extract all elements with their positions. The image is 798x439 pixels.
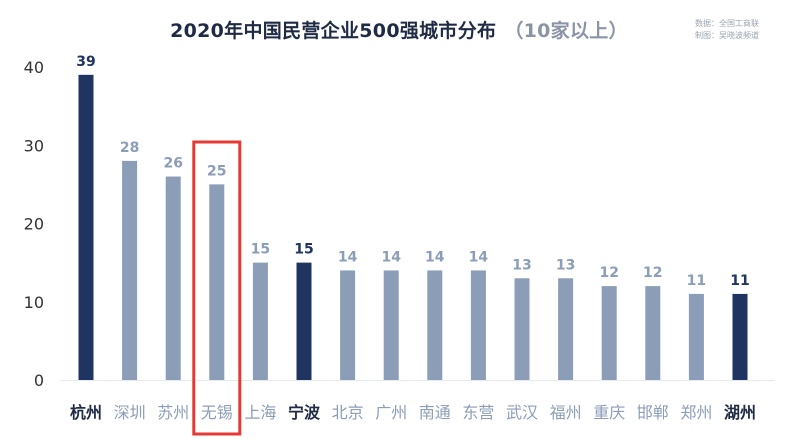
bar	[209, 184, 225, 380]
bar	[601, 286, 617, 380]
data-label: 15	[251, 242, 270, 258]
x-tick-label: 苏州	[157, 403, 189, 422]
data-label: 12	[599, 265, 618, 281]
source-line-credit: 制图：吴晓波频道	[695, 31, 759, 40]
y-tick-label: 0	[34, 371, 44, 390]
x-tick-label: 福州	[550, 403, 582, 422]
data-label: 26	[163, 156, 182, 172]
data-label: 15	[294, 242, 313, 258]
data-label: 28	[120, 140, 139, 156]
data-label: 14	[469, 249, 489, 265]
bar	[470, 270, 486, 380]
source-line-data: 数据：全国工商联	[695, 19, 759, 28]
x-tick-label: 上海	[244, 403, 276, 422]
bar	[122, 160, 138, 380]
data-label: 11	[687, 273, 706, 289]
x-tick-label: 郑州	[680, 403, 712, 422]
x-tick-label: 南通	[419, 403, 451, 422]
bar	[383, 270, 399, 380]
bar	[252, 262, 268, 380]
y-tick-label: 30	[24, 136, 44, 155]
bar	[78, 74, 94, 380]
data-label: 13	[556, 257, 575, 273]
bar	[340, 270, 356, 380]
data-label: 12	[643, 265, 662, 281]
x-tick-label: 武汉	[506, 403, 538, 422]
bar	[296, 262, 312, 380]
y-tick-label: 40	[24, 58, 44, 77]
x-tick-label: 重庆	[593, 403, 625, 422]
bar	[688, 293, 704, 380]
data-label: 13	[512, 257, 531, 273]
data-label: 39	[76, 54, 95, 70]
bar	[558, 278, 574, 380]
x-tick-label: 北京	[332, 403, 364, 422]
data-label: 14	[338, 249, 358, 265]
chart-title: 2020年中国民营企业500强城市分布 （10家以上）	[0, 16, 798, 43]
x-tick-label: 宁波	[288, 403, 321, 422]
x-tick-label: 无锡	[201, 403, 233, 422]
x-tick-label: 邯郸	[637, 403, 669, 422]
x-tick-label: 广州	[375, 403, 407, 422]
x-tick-label: 湖州	[724, 403, 756, 422]
x-tick-label: 杭州	[70, 403, 102, 422]
x-tick-label: 深圳	[114, 403, 146, 422]
data-label: 11	[730, 273, 749, 289]
bar	[732, 293, 748, 380]
data-label: 14	[425, 249, 445, 265]
bar	[514, 278, 530, 380]
chart-title-main: 2020年中国民营企业500强城市分布	[170, 20, 497, 42]
source-note: 数据：全国工商联 制图：吴晓波频道	[695, 18, 759, 42]
y-tick-label: 10	[24, 293, 44, 312]
bar	[427, 270, 443, 380]
highlight-callout-box	[192, 140, 242, 436]
y-tick-label: 20	[24, 215, 44, 234]
chart-title-sub: （10家以上）	[504, 20, 628, 42]
x-tick-label: 东营	[462, 403, 494, 422]
data-label: 14	[381, 249, 401, 265]
bar	[645, 286, 661, 380]
data-label: 25	[207, 163, 226, 179]
bar	[165, 176, 181, 380]
